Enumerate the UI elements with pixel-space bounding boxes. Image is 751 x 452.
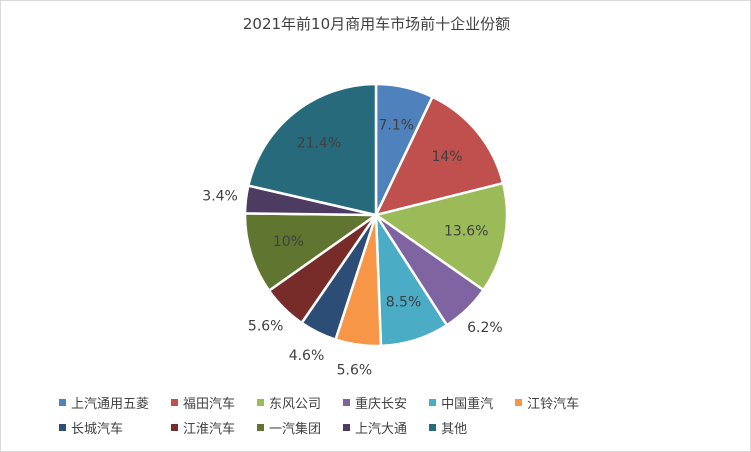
chart-title: 2021年前10月商用车市场前十企业份额 (242, 15, 511, 33)
legend-item-9: 一汽集团 (257, 418, 321, 437)
legend-swatch (343, 399, 351, 406)
legend-item-7: 长城汽车 (59, 418, 149, 437)
pie-slice-2 (374, 95, 505, 217)
legend-label: 东风公司 (269, 397, 322, 412)
legend-label: 重庆长安 (355, 397, 408, 412)
legend-item-10: 上汽大通 (343, 418, 407, 437)
slice-label-5: 8.5% (386, 295, 422, 311)
legend-item-3: 东风公司 (257, 393, 321, 412)
slice-label-4: 6.2% (467, 320, 503, 336)
legend-label: 江淮汽车 (183, 422, 236, 437)
legend-swatch (171, 424, 179, 431)
legend-swatch (171, 399, 179, 406)
chart-legend: 上汽通用五菱 福田汽车 东风公司 重庆长安 中国重汽 江铃汽车长城汽车 江淮汽车 一汽集团 上汽… (59, 393, 739, 437)
slice-label-11: 21.4% (297, 135, 341, 151)
slice-label-8: 5.6% (248, 319, 284, 335)
pie-slice-11 (247, 82, 378, 217)
slice-label-10: 3.4% (202, 188, 238, 204)
slice-label-1: 7.1% (379, 118, 415, 134)
legend-swatch (429, 399, 437, 406)
legend-label: 一汽集团 (269, 422, 322, 437)
legend-item-1: 上汽通用五菱 (59, 393, 149, 412)
legend-label: 长城汽车 (71, 422, 124, 437)
legend-swatch (343, 424, 351, 431)
pie-slice-9 (243, 212, 378, 292)
legend-label: 其他 (441, 422, 468, 437)
legend-label: 上汽通用五菱 (71, 397, 150, 412)
legend-swatch (59, 399, 66, 406)
slice-label-7: 4.6% (289, 348, 325, 364)
legend-item-2: 福田汽车 (171, 393, 235, 412)
legend-item-8: 江淮汽车 (171, 418, 235, 437)
legend-label: 上汽大通 (355, 422, 408, 437)
legend-label: 江铃汽车 (527, 397, 580, 412)
legend-item-4: 重庆长安 (343, 393, 407, 412)
slice-label-2: 14% (431, 149, 462, 165)
legend-swatch (59, 424, 66, 431)
slice-label-6: 5.6% (337, 363, 373, 379)
legend-item-5: 中国重汽 (429, 393, 493, 412)
legend-swatch (257, 399, 265, 406)
slice-label-3: 13.6% (444, 224, 488, 240)
pie-slice-3 (374, 181, 509, 292)
legend-label: 中国重汽 (441, 397, 494, 412)
legend-item-6: 江铃汽车 (515, 393, 579, 412)
legend-swatch (515, 399, 523, 406)
pie-chart: 7.1% 14% 13.6% 6.2% 8.5% 5.6% 4.6% 5.6% 10% 3.4% 2… (202, 82, 509, 379)
legend-item-11: 其他 (429, 418, 493, 437)
legend-label: 福田汽车 (183, 397, 236, 412)
legend-swatch (429, 424, 437, 431)
legend-swatch (257, 424, 265, 431)
slice-label-9: 10% (273, 234, 304, 250)
